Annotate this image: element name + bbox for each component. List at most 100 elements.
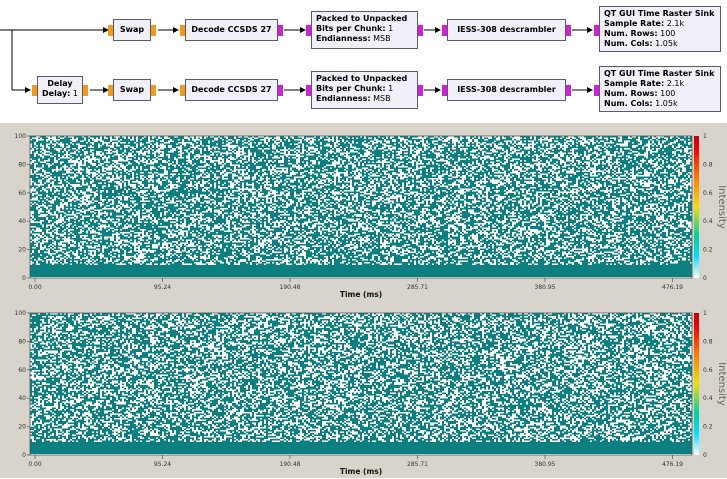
time-raster-sink-block-1[interactable]: QT GUI Time Raster Sink Sample Rate: 2.1…: [599, 6, 721, 52]
packed-1-in-port[interactable]: [306, 25, 311, 36]
sink-1-cols-label: Num. Cols:: [604, 39, 653, 48]
y-tick-label: 80: [18, 338, 26, 345]
time-raster-plot-1[interactable]: 0 20 40 60 80 100 0.00 95.24 190.48 285.71 380.95…: [0, 127, 727, 302]
colorbar-label-2: Intensity: [716, 362, 727, 406]
raster-cells: [30, 136, 692, 277]
decode-1-in-port[interactable]: [180, 25, 185, 36]
sink-2-title: QT GUI Time Raster Sink: [604, 69, 715, 78]
sink-1-in-port[interactable]: [594, 25, 599, 36]
decode-1-out-port[interactable]: [278, 25, 283, 36]
decode-ccsds-block-2[interactable]: Decode CCSDS 27: [185, 79, 278, 101]
descrambler-block-1-label: IESS-308 descrambler: [457, 25, 556, 34]
x-axis-1: 0.00 95.24 190.48 285.71 380.95 476.19: [28, 278, 683, 291]
time-raster-plot-2-svg[interactable]: 0 20 40 60 80 100 0.00 95.24 190.48 285.71 380.95…: [0, 304, 727, 479]
sink-1-rate-row: Sample Rate: 2.1k: [604, 19, 684, 28]
descrambler-block-2[interactable]: IESS-308 descrambler: [447, 79, 566, 101]
descrambler-2-out-port[interactable]: [566, 85, 571, 96]
delay-label: Delay:: [42, 89, 71, 98]
colorbar-label-1: Intensity: [716, 185, 727, 229]
time-raster-plot-1-svg[interactable]: 0 20 40 60 80 100 0.00 95.24 190.48 285.71 380.95…: [0, 127, 727, 302]
swap-1-out-port[interactable]: [151, 25, 156, 36]
y-tick-label: 40: [18, 218, 26, 225]
x-tick-label: 95.24: [154, 461, 171, 468]
sink-2-cols-value: 1.05k: [655, 99, 678, 108]
colorbar-1: [694, 136, 699, 278]
sink-2-rate-value: 2.1k: [666, 79, 685, 88]
colorbar-tick-label: 0.4: [703, 395, 713, 402]
x-axis-title-1: Time (ms): [340, 290, 382, 299]
packed-2-title: Packed to Unpacked: [316, 74, 408, 83]
swap-block-1-label: Swap: [119, 25, 145, 34]
y-axis-2: 0 20 40 60 80 100: [15, 310, 30, 459]
colorbar-tick-label: 1: [703, 310, 707, 317]
x-axis-title-2: Time (ms): [340, 467, 382, 476]
packed-2-in-port[interactable]: [306, 85, 311, 96]
packed-to-unpacked-block-2[interactable]: Packed to Unpacked Bits per Chunk: 1 End…: [311, 71, 418, 109]
sink-2-cols-label: Num. Cols:: [604, 99, 653, 108]
descrambler-2-in-port[interactable]: [442, 85, 447, 96]
x-tick-label: 380.95: [535, 284, 556, 291]
descrambler-block-2-label: IESS-308 descrambler: [457, 85, 556, 94]
sink-2-rows-value: 100: [660, 89, 676, 98]
raster-cells: [30, 313, 692, 454]
connection-lines: [0, 27, 593, 93]
colorbar-tick-label: 0.6: [703, 190, 713, 197]
packed-1-title: Packed to Unpacked: [316, 14, 408, 23]
flowgraph-canvas: Swap Decode CCSDS 27 Packed to Unpacked …: [0, 0, 727, 123]
delay-out-port[interactable]: [83, 85, 88, 96]
swap-2-in-port[interactable]: [108, 85, 113, 96]
packed-2-endian-value: MSB: [373, 94, 391, 103]
x-tick-label: 476.19: [662, 284, 683, 291]
decode-2-in-port[interactable]: [180, 85, 185, 96]
delay-row: Delay: 1: [42, 89, 78, 98]
x-tick-label: 380.95: [535, 461, 556, 468]
time-raster-sink-block-2[interactable]: QT GUI Time Raster Sink Sample Rate: 2.1…: [599, 66, 721, 112]
packed-1-out-port[interactable]: [418, 25, 423, 36]
packed-to-unpacked-block-1[interactable]: Packed to Unpacked Bits per Chunk: 1 End…: [311, 11, 418, 49]
sink-2-cols-row: Num. Cols: 1.05k: [604, 99, 678, 108]
delay-value: 1: [72, 89, 79, 98]
sink-1-rate-value: 2.1k: [666, 19, 685, 28]
colorbar-tick-label: 0.4: [703, 218, 713, 225]
sink-1-rate-label: Sample Rate:: [604, 19, 665, 28]
swap-1-in-port[interactable]: [108, 25, 113, 36]
descrambler-block-1[interactable]: IESS-308 descrambler: [447, 19, 566, 41]
sink-1-rows-row: Num. Rows: 100: [604, 29, 675, 38]
delay-in-port[interactable]: [32, 85, 37, 96]
colorbar-tick-label: 0.6: [703, 367, 713, 374]
x-tick-label: 190.48: [280, 461, 301, 468]
swap-2-out-port[interactable]: [151, 85, 156, 96]
y-tick-label: 0: [22, 275, 26, 282]
y-tick-label: 20: [18, 424, 26, 431]
sink-2-rate-row: Sample Rate: 2.1k: [604, 79, 684, 88]
packed-2-bits-value: 1: [388, 84, 394, 93]
x-tick-label: 190.48: [280, 284, 301, 291]
x-tick-label: 95.24: [154, 284, 171, 291]
sink-1-rows-label: Num. Rows:: [604, 29, 658, 38]
descrambler-1-out-port[interactable]: [566, 25, 571, 36]
swap-block-2-label: Swap: [119, 85, 145, 94]
x-tick-label: 476.19: [662, 461, 683, 468]
packed-1-endian-label: Endianness:: [316, 34, 371, 43]
swap-block-2[interactable]: Swap: [113, 79, 151, 101]
swap-block-1[interactable]: Swap: [113, 19, 151, 41]
decode-ccsds-block-2-label: Decode CCSDS 27: [191, 85, 272, 94]
packed-1-bits-value: 1: [388, 24, 394, 33]
y-tick-label: 100: [15, 133, 27, 140]
sink-2-in-port[interactable]: [594, 85, 599, 96]
packed-1-bits-row: Bits per Chunk: 1: [316, 24, 393, 33]
delay-block[interactable]: Delay Delay: 1: [37, 76, 83, 104]
colorbar-axis-1: 0 0.2 0.4 0.6 0.8 1: [703, 133, 713, 282]
packed-2-out-port[interactable]: [418, 85, 423, 96]
delay-title: Delay: [47, 79, 73, 88]
decode-ccsds-block-1[interactable]: Decode CCSDS 27: [185, 19, 278, 41]
x-tick-label: 285.71: [407, 284, 428, 291]
decode-2-out-port[interactable]: [278, 85, 283, 96]
plot-panel: 0 20 40 60 80 100 0.00 95.24 190.48 285.71 380.95…: [0, 123, 727, 478]
packed-1-endian-row: Endianness: MSB: [316, 34, 391, 43]
descrambler-1-in-port[interactable]: [442, 25, 447, 36]
packed-1-endian-value: MSB: [373, 34, 391, 43]
y-tick-label: 20: [18, 247, 26, 254]
colorbar-2: [694, 313, 699, 455]
time-raster-plot-2[interactable]: 0 20 40 60 80 100 0.00 95.24 190.48 285.71 380.95…: [0, 304, 727, 479]
